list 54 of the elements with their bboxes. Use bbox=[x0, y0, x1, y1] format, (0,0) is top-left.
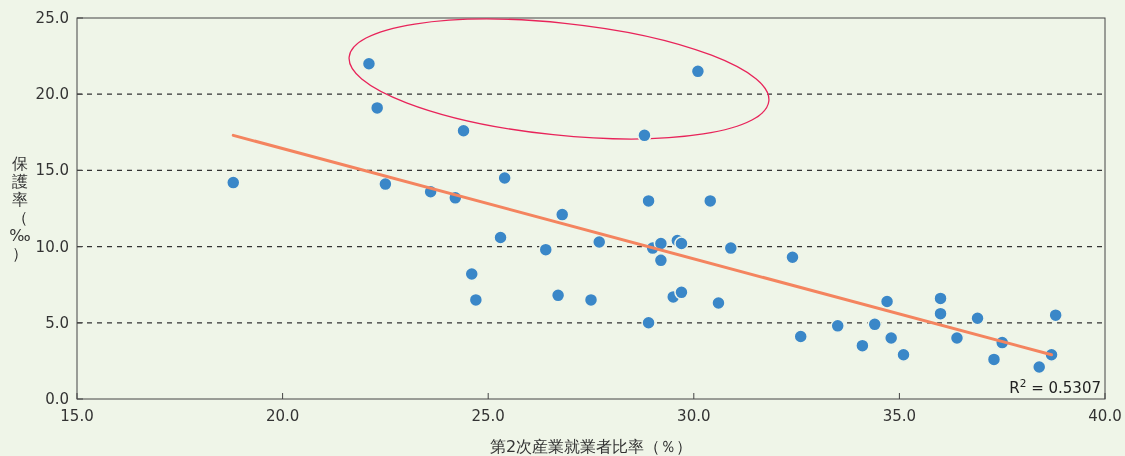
point bbox=[1048, 307, 1063, 323]
point bbox=[538, 242, 554, 257]
point bbox=[464, 266, 479, 282]
y-tick-label: 25.0 bbox=[35, 9, 69, 27]
point bbox=[883, 330, 899, 346]
point bbox=[793, 329, 808, 344]
y-tick-label: 10.0 bbox=[35, 237, 69, 256]
point bbox=[933, 291, 948, 306]
x-tick-label: 30.0 bbox=[677, 407, 711, 425]
x-axis-title: 第2次産業就業者比率（％） bbox=[489, 437, 693, 456]
point bbox=[456, 123, 471, 139]
point bbox=[830, 318, 845, 334]
point bbox=[896, 347, 911, 363]
point bbox=[493, 230, 508, 245]
point bbox=[1031, 359, 1047, 375]
point bbox=[378, 176, 393, 192]
x-tick-label: 20.0 bbox=[265, 407, 300, 425]
point bbox=[550, 288, 566, 303]
point bbox=[369, 100, 385, 116]
point bbox=[641, 193, 656, 209]
point bbox=[583, 292, 599, 308]
x-tick-label: 35.0 bbox=[882, 407, 917, 425]
point bbox=[949, 330, 965, 346]
point bbox=[703, 193, 718, 209]
point bbox=[723, 240, 739, 256]
y-tick-label: 15.0 bbox=[35, 161, 69, 180]
y-axis-title: 保護率（‰） bbox=[9, 154, 31, 263]
point bbox=[690, 64, 706, 79]
point bbox=[674, 236, 689, 251]
point bbox=[879, 294, 895, 309]
point bbox=[468, 292, 484, 308]
x-tick-label: 25.0 bbox=[471, 407, 505, 425]
point bbox=[653, 253, 669, 268]
point bbox=[674, 285, 689, 300]
annotation: R$^{2}$ = 0.5307 bbox=[1009, 377, 1101, 397]
point bbox=[591, 234, 607, 250]
point bbox=[497, 170, 512, 186]
x-tick-label: 40.0 bbox=[1088, 407, 1122, 425]
point bbox=[867, 317, 882, 332]
point bbox=[785, 250, 800, 265]
y-tick-label: 0.0 bbox=[45, 390, 69, 408]
point bbox=[986, 352, 1002, 367]
point bbox=[637, 128, 652, 143]
point bbox=[641, 315, 656, 331]
point bbox=[970, 310, 985, 326]
point bbox=[855, 338, 870, 353]
point bbox=[711, 295, 726, 311]
point bbox=[226, 175, 241, 190]
y-tick-label: 5.0 bbox=[45, 313, 69, 332]
point bbox=[554, 207, 570, 222]
x-tick-label: 15.0 bbox=[60, 407, 94, 425]
point bbox=[933, 306, 948, 321]
point bbox=[361, 56, 377, 71]
y-tick-label: 20.0 bbox=[35, 85, 69, 104]
